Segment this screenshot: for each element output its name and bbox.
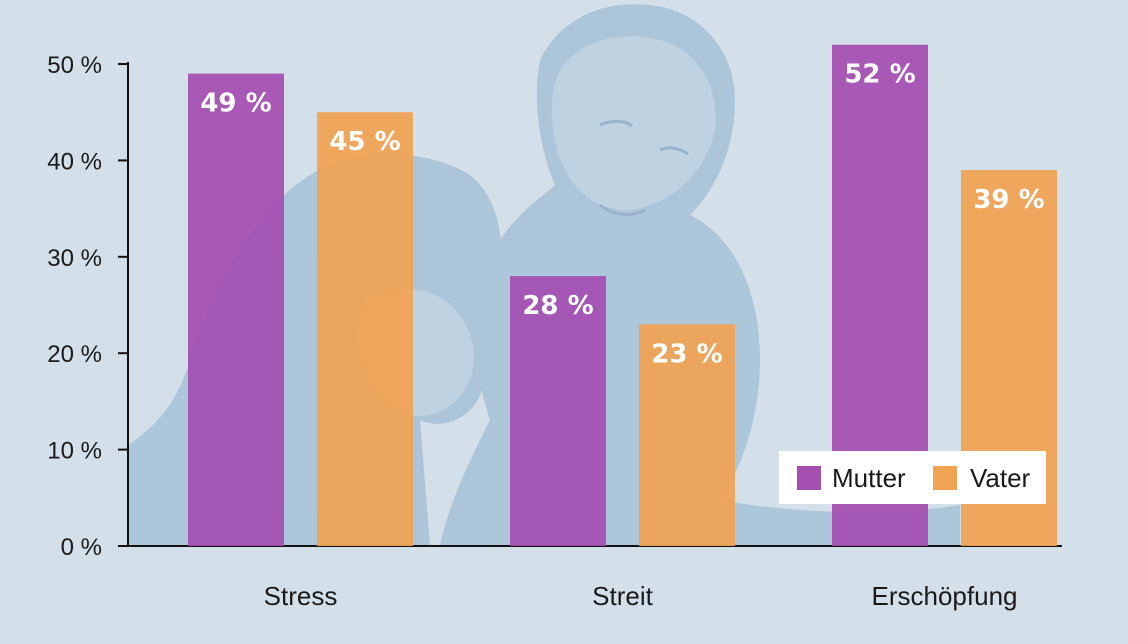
y-tick-label: 50 % [47,52,102,79]
x-category-label: Streit [592,581,653,611]
legend: Mutter Vater [779,451,1046,504]
legend-label-vater: Vater [970,463,1031,493]
y-tick-label: 20 % [47,341,102,368]
data-label: 28 % [522,291,593,321]
data-label: 39 % [973,185,1044,215]
legend-swatch-vater [933,466,957,490]
data-label: 23 % [651,339,722,369]
x-category-label: Stress [264,581,338,611]
y-tick-label: 10 % [47,438,102,465]
bar-mutter-1 [510,276,606,546]
x-category-label: Erschöpfung [872,581,1018,611]
legend-label-mutter: Mutter [832,463,906,493]
x-axis-labels: Stress Streit Erschöpfung [264,581,1018,611]
bar-vater-0 [317,112,413,546]
y-tick-label: 40 % [47,148,102,175]
bar-vater-1 [639,324,735,546]
data-label: 49 % [200,89,271,119]
data-label: 45 % [329,127,400,157]
y-tick-label: 0 % [61,534,102,561]
legend-box [779,451,1046,504]
legend-swatch-mutter [797,466,821,490]
data-label: 52 % [844,60,915,90]
bar-mutter-0 [188,73,284,546]
y-tick-label: 30 % [47,245,102,272]
